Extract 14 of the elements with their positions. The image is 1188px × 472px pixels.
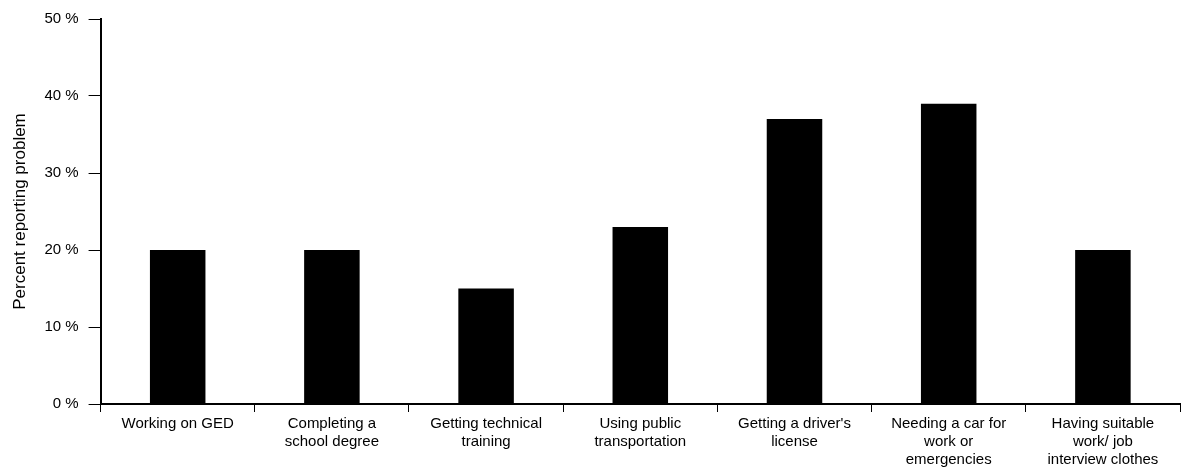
x-tick-label: Working on GED <box>121 414 234 432</box>
y-tick-label: 20 % <box>44 240 79 258</box>
x-tick-label: Completing a school degree <box>284 414 380 450</box>
y-tick-label: 30 % <box>44 163 79 181</box>
y-tick-label: 40 % <box>44 86 79 104</box>
x-tick-label: Getting technical training <box>430 414 542 450</box>
y-tick-label: 50 % <box>44 9 79 27</box>
x-tick-label: Needing a car for work or emergencies <box>891 414 1007 468</box>
x-tick-label: Having suitable work/ job interview clothes <box>1047 414 1159 468</box>
y-axis-title: Percent reporting problem <box>9 113 29 310</box>
y-tick-label: 10 % <box>44 317 79 335</box>
x-tick-label: Using public transportation <box>594 414 687 450</box>
x-tick-label: Getting a driver's license <box>738 414 851 450</box>
y-tick-label: 0 % <box>52 394 79 412</box>
